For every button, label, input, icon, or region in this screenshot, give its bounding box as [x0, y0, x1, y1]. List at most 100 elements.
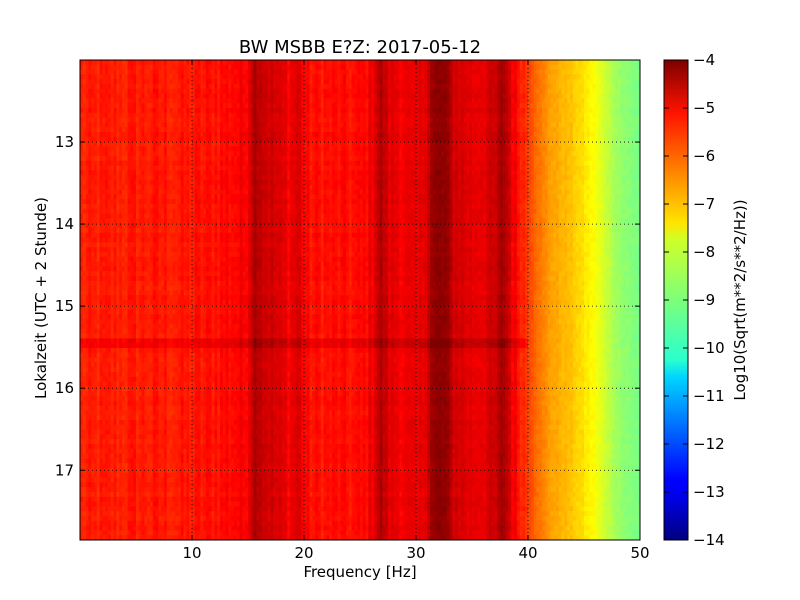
heatmap-cell: [329, 60, 333, 66]
heatmap-cell: [570, 79, 574, 85]
heatmap-cell: [228, 69, 232, 75]
heatmap-cell: [225, 79, 229, 85]
heatmap-cell: [626, 60, 630, 66]
heatmap-cell: [584, 64, 588, 71]
heatmap-cell: [547, 108, 551, 114]
heatmap-cell: [438, 88, 442, 95]
heatmap-cell: [458, 93, 462, 99]
heatmap-cell: [634, 60, 638, 66]
heatmap-cell: [480, 98, 484, 104]
heatmap-cell: [413, 88, 417, 95]
heatmap-cell: [592, 69, 596, 75]
heatmap-cell: [320, 64, 325, 71]
heatmap-cell: [600, 74, 605, 80]
heatmap-cell: [533, 64, 537, 71]
heatmap-cell: [284, 108, 288, 114]
heatmap-cell: [234, 108, 238, 114]
heatmap-cell: [438, 84, 442, 90]
heatmap-cell: [245, 103, 249, 109]
heatmap-cell: [346, 60, 350, 66]
heatmap-cell: [253, 98, 257, 104]
heatmap-cell: [413, 84, 417, 90]
heatmap-cell: [620, 108, 624, 114]
heatmap-cell: [365, 93, 369, 99]
heatmap-cell: [399, 79, 403, 85]
heatmap-cell: [474, 64, 479, 71]
heatmap-cell: [357, 88, 361, 95]
heatmap-cell: [620, 103, 624, 109]
heatmap-cell: [152, 64, 157, 71]
heatmap-cell: [192, 60, 196, 66]
heatmap-cell: [155, 74, 159, 80]
heatmap-cell: [203, 112, 207, 119]
heatmap-cell: [220, 108, 224, 114]
heatmap-cell: [315, 74, 319, 80]
heatmap-cell: [385, 84, 389, 90]
heatmap-cell: [404, 64, 409, 71]
heatmap-cell: [99, 69, 103, 75]
heatmap-cell: [595, 98, 599, 104]
heatmap-cell: [91, 112, 95, 119]
heatmap-cell: [88, 108, 92, 114]
heatmap-cell: [388, 79, 392, 85]
heatmap-cell: [584, 108, 588, 114]
heatmap-cell: [466, 93, 470, 99]
heatmap-cell: [558, 108, 563, 114]
heatmap-cell: [609, 98, 613, 104]
heatmap-cell: [528, 60, 532, 66]
heatmap-cell: [180, 103, 185, 109]
heatmap-cell: [379, 93, 383, 99]
heatmap-cell: [581, 108, 585, 114]
heatmap-cell: [572, 79, 577, 85]
heatmap-cell: [469, 84, 473, 90]
heatmap-cell: [500, 69, 504, 75]
heatmap-cell: [284, 64, 288, 71]
heatmap-cell: [609, 84, 613, 90]
heatmap-cell: [402, 93, 406, 99]
heatmap-cell: [133, 98, 137, 104]
heatmap-cell: [203, 88, 207, 95]
heatmap-cell: [385, 64, 389, 71]
heatmap-cell: [494, 60, 498, 66]
heatmap-cell: [410, 84, 414, 90]
heatmap-cell: [595, 64, 599, 71]
heatmap-cell: [99, 93, 103, 99]
heatmap-cell: [628, 69, 633, 75]
heatmap-cell: [390, 84, 395, 90]
heatmap-cell: [203, 93, 207, 99]
heatmap-cell: [124, 84, 129, 90]
heatmap-cell: [172, 60, 176, 66]
heatmap-cell: [376, 84, 381, 90]
heatmap-cell: [472, 103, 476, 109]
heatmap-cell: [343, 88, 347, 95]
heatmap-cell: [606, 64, 610, 71]
heatmap-cell: [581, 93, 585, 99]
heatmap-cell: [575, 64, 579, 71]
heatmap-cell: [242, 88, 246, 95]
heatmap-cell: [178, 64, 182, 71]
heatmap-cell: [262, 93, 266, 99]
heatmap-cell: [589, 74, 593, 80]
heatmap-cell: [525, 64, 529, 71]
heatmap-cell: [460, 60, 465, 66]
heatmap-cell: [427, 69, 431, 75]
heatmap-cell: [200, 79, 204, 85]
heatmap-cell: [276, 88, 280, 95]
heatmap-cell: [360, 108, 364, 114]
heatmap-cell: [550, 84, 554, 90]
heatmap-cell: [432, 88, 437, 95]
heatmap-cell: [273, 84, 277, 90]
heatmap-cell: [379, 74, 383, 80]
heatmap-cell: [603, 69, 607, 75]
heatmap-cell: [332, 108, 336, 114]
heatmap-cell: [491, 79, 495, 85]
heatmap-cell: [88, 93, 92, 99]
heatmap-cell: [452, 60, 456, 66]
heatmap-cell: [250, 84, 255, 90]
heatmap-cell: [469, 108, 473, 114]
heatmap-cell: [166, 64, 171, 71]
heatmap-cell: [245, 79, 249, 85]
heatmap-cell: [306, 98, 311, 104]
heatmap-cell: [320, 98, 325, 104]
heatmap-cell: [390, 108, 395, 114]
